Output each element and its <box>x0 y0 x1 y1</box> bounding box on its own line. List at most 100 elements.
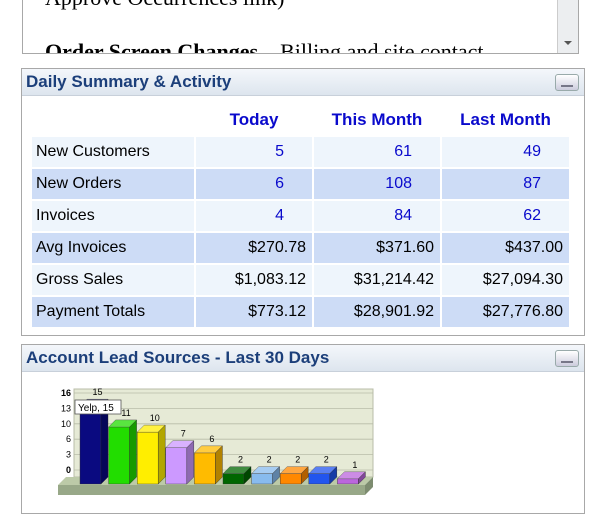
cell-value: 6 <box>196 169 312 199</box>
bar <box>308 466 338 485</box>
row-label: Avg Invoices <box>32 233 194 263</box>
bar-front <box>108 426 130 485</box>
cell-value: $371.60 <box>314 233 440 263</box>
column-header: Last Month <box>460 110 551 129</box>
bar <box>222 466 252 485</box>
bar-top-shade <box>137 425 166 433</box>
bar-side <box>215 445 223 485</box>
bar <box>108 419 138 485</box>
cell-value: 49 <box>442 137 569 167</box>
bar-side-shade <box>101 399 108 484</box>
y-tick-label: 13 <box>61 403 71 413</box>
bar-top-shade <box>223 466 251 474</box>
cell-value: $27,776.80 <box>442 297 569 327</box>
chart: 03610131615Yelp11107622221Yelp, 15 <box>52 384 380 504</box>
table-row: Gross Sales $1,083.12 $31,214.42 $27,094.30 <box>32 265 569 295</box>
header-row: Today This Month Last Month <box>32 105 569 135</box>
data-label: 7 <box>181 429 186 439</box>
bar-side-shade <box>301 466 309 484</box>
bar-side-shade <box>329 466 337 484</box>
table-body: New Customers 5 61 49 New Orders 6 108 87 Invoic… <box>32 137 569 327</box>
table-row: New Orders 6 108 87 <box>32 169 569 199</box>
scrollbar[interactable] <box>557 0 578 53</box>
data-label: 1 <box>352 460 357 470</box>
table-row: Avg Invoices $270.78 $371.60 $437.00 <box>32 233 569 263</box>
bar-side <box>329 466 337 485</box>
collapse-button[interactable] <box>555 74 579 91</box>
bar-front <box>308 473 330 485</box>
bar-side-shade <box>129 419 137 484</box>
cell-value: 108 <box>314 169 440 199</box>
corner <box>32 105 194 135</box>
bar-front <box>251 473 273 485</box>
bar <box>336 471 366 485</box>
bar <box>165 440 195 485</box>
data-label: 2 <box>238 455 243 465</box>
collapse-button[interactable] <box>555 350 579 367</box>
panel-title: Daily Summary & Activity <box>26 72 232 91</box>
row-label: Gross Sales <box>32 265 194 295</box>
bar-front <box>280 473 302 485</box>
bar-side <box>243 466 252 485</box>
table-row: Payment Totals $773.12 $28,901.92 $27,776.8… <box>32 297 569 327</box>
row-label: New Orders <box>32 169 194 199</box>
data-label: 2 <box>267 455 272 465</box>
bar-side <box>129 419 137 485</box>
bar-front <box>79 405 102 485</box>
row-label: Payment Totals <box>32 297 194 327</box>
column-header: This Month <box>331 110 423 129</box>
cell-value: $28,901.92 <box>314 297 440 327</box>
panel-header: Account Lead Sources - Last 30 Days <box>22 345 584 372</box>
y-tick-label: 3 <box>66 450 71 460</box>
cell-value: 61 <box>314 137 440 167</box>
cell-value: 5 <box>196 137 312 167</box>
cell-value: 84 <box>314 201 440 231</box>
bar <box>193 445 223 485</box>
bar-top-shade <box>251 466 280 474</box>
bar-front <box>222 473 245 485</box>
bar-top-shade <box>165 440 194 448</box>
bar-top-shade <box>337 471 366 479</box>
floor-side <box>365 477 373 495</box>
tooltip-box <box>74 399 122 415</box>
notes-panel: Approve Occurrences link) Order Screen C… <box>22 0 579 54</box>
data-label: 2 <box>295 455 300 465</box>
data-label: 11 <box>121 408 130 418</box>
cell-value: 87 <box>442 169 569 199</box>
bar-side-shade <box>186 440 194 484</box>
bar-top-shade <box>280 466 309 474</box>
cell-value: $773.12 <box>196 297 312 327</box>
bar-side <box>358 471 366 485</box>
y-tick-label: 16 <box>61 388 71 398</box>
data-label: 6 <box>209 434 214 444</box>
scroll-down[interactable] <box>564 41 572 49</box>
cell-value: $1,083.12 <box>196 265 312 295</box>
bar-side-shade <box>244 466 251 484</box>
row-label: New Customers <box>32 137 194 167</box>
data-label: 2 <box>324 455 329 465</box>
bar-front <box>165 447 188 485</box>
bar-side-shade <box>158 425 166 484</box>
bar-side-shade <box>358 471 366 484</box>
cell-value: $270.78 <box>196 233 312 263</box>
note-bold: Order Screen Changes <box>45 39 259 54</box>
y-tick-label: 6 <box>66 434 71 444</box>
bar-top-shade <box>108 419 137 427</box>
data-label: 15 <box>92 387 102 397</box>
cell-value: 4 <box>196 201 312 231</box>
bar-side <box>186 440 195 485</box>
summary-table: Today This Month Last Month New Customers 5… <box>30 103 571 329</box>
bar-top-shade <box>308 466 337 474</box>
cell-value: $437.00 <box>442 233 569 263</box>
row-label: Invoices <box>32 201 194 231</box>
daily-summary-panel: Daily Summary & Activity Today This Month… <box>21 68 585 336</box>
bar-front <box>337 478 359 485</box>
bar-side <box>272 466 280 485</box>
note-line: Order Screen Changes – Billing and site … <box>45 39 484 54</box>
tooltip-text: Yelp, 15 <box>78 403 114 414</box>
column-header: Today <box>229 110 279 129</box>
tooltip: Yelp, 15 <box>74 399 122 415</box>
table-row: New Customers 5 61 49 <box>32 137 569 167</box>
cell-value: $27,094.30 <box>442 265 569 295</box>
